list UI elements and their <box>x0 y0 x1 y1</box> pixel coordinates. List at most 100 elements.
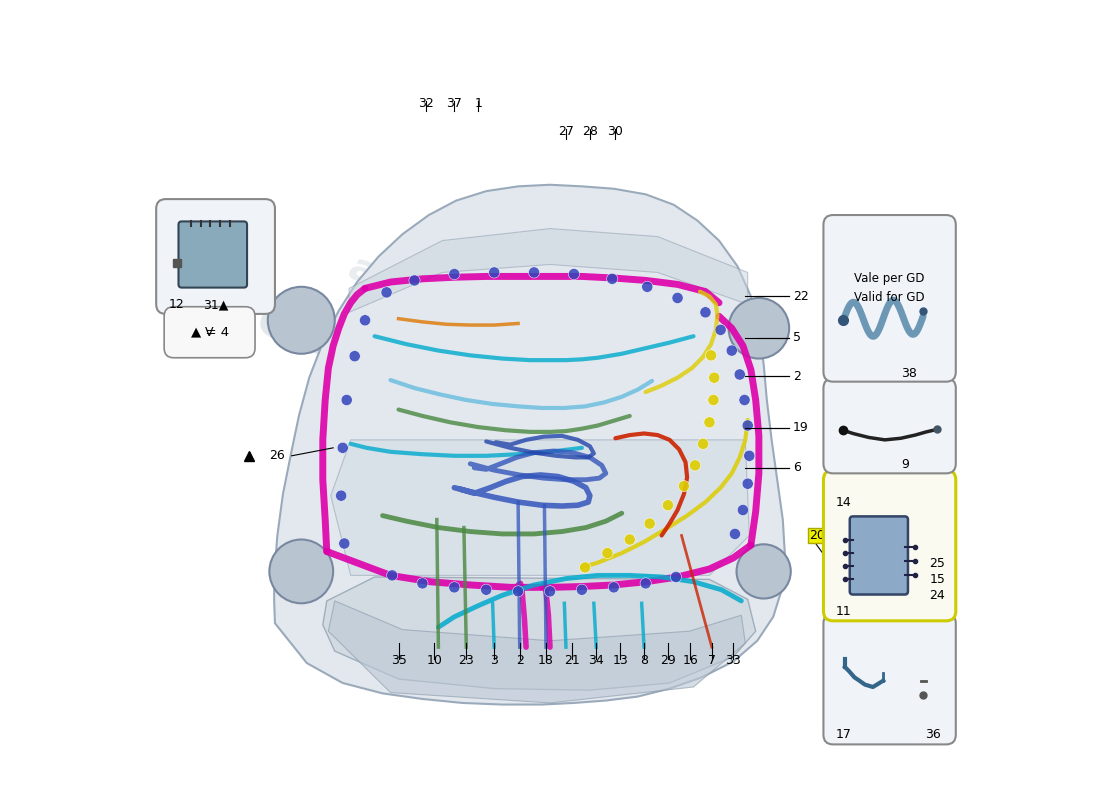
Text: 16: 16 <box>682 654 698 667</box>
Circle shape <box>742 420 754 431</box>
Circle shape <box>734 369 746 380</box>
Text: 27: 27 <box>558 125 574 138</box>
Text: 22: 22 <box>793 290 808 303</box>
Circle shape <box>449 269 460 280</box>
Text: 26: 26 <box>270 450 285 462</box>
Text: 2: 2 <box>516 654 524 667</box>
FancyBboxPatch shape <box>824 470 956 621</box>
Text: 14: 14 <box>835 496 851 509</box>
Circle shape <box>267 286 334 354</box>
Circle shape <box>645 518 656 529</box>
Circle shape <box>349 350 361 362</box>
Circle shape <box>641 282 652 292</box>
Circle shape <box>270 539 333 603</box>
Circle shape <box>341 394 352 406</box>
Circle shape <box>360 314 371 326</box>
Circle shape <box>728 298 789 358</box>
Text: 35: 35 <box>390 654 407 667</box>
Circle shape <box>624 534 636 545</box>
Text: 1: 1 <box>474 97 482 110</box>
Text: 20: 20 <box>810 529 825 542</box>
Circle shape <box>481 584 492 595</box>
Circle shape <box>576 584 587 595</box>
FancyBboxPatch shape <box>164 306 255 358</box>
Text: 25: 25 <box>930 557 945 570</box>
FancyBboxPatch shape <box>891 670 938 725</box>
Circle shape <box>700 306 711 318</box>
Circle shape <box>690 460 701 471</box>
Text: 2: 2 <box>793 370 801 382</box>
Circle shape <box>708 372 719 383</box>
Circle shape <box>726 345 737 356</box>
Text: 12: 12 <box>169 298 185 311</box>
Circle shape <box>708 394 719 406</box>
Circle shape <box>697 438 708 450</box>
Circle shape <box>670 571 682 582</box>
Text: 3: 3 <box>491 654 498 667</box>
Text: 18: 18 <box>538 654 554 667</box>
Polygon shape <box>322 577 756 690</box>
Text: apply.com: apply.com <box>343 249 565 360</box>
FancyBboxPatch shape <box>850 516 908 594</box>
FancyBboxPatch shape <box>824 215 956 382</box>
Circle shape <box>705 350 716 361</box>
Text: 38: 38 <box>901 366 916 379</box>
Circle shape <box>409 275 420 286</box>
Text: 32: 32 <box>419 97 435 110</box>
Text: 7: 7 <box>707 654 716 667</box>
Text: 5: 5 <box>793 331 801 344</box>
Circle shape <box>602 547 613 558</box>
Circle shape <box>704 417 715 428</box>
Text: 11: 11 <box>835 605 851 618</box>
Text: Vale per GD
Valid for GD: Vale per GD Valid for GD <box>855 273 925 305</box>
Circle shape <box>608 582 619 593</box>
Circle shape <box>544 586 556 597</box>
Text: 15: 15 <box>930 573 945 586</box>
Circle shape <box>737 544 791 598</box>
Circle shape <box>569 269 580 280</box>
Text: 28: 28 <box>582 125 597 138</box>
Circle shape <box>729 528 740 539</box>
Circle shape <box>580 562 591 573</box>
FancyBboxPatch shape <box>178 222 248 287</box>
Text: 29: 29 <box>660 654 675 667</box>
Circle shape <box>742 478 754 490</box>
Circle shape <box>337 442 349 454</box>
Text: 34: 34 <box>588 654 604 667</box>
Text: 33: 33 <box>726 654 741 667</box>
Text: 8: 8 <box>640 654 648 667</box>
Circle shape <box>386 570 398 581</box>
Circle shape <box>672 292 683 303</box>
Text: eeuroparts: eeuroparts <box>249 282 660 486</box>
Circle shape <box>449 582 460 593</box>
Polygon shape <box>349 229 748 312</box>
Text: 19: 19 <box>793 422 808 434</box>
Circle shape <box>640 578 651 589</box>
Text: ▲ = 4: ▲ = 4 <box>190 326 229 338</box>
Circle shape <box>679 481 690 492</box>
Circle shape <box>417 578 428 589</box>
Text: 37: 37 <box>447 97 462 110</box>
FancyBboxPatch shape <box>824 378 956 474</box>
Text: 31▲: 31▲ <box>204 298 229 311</box>
Circle shape <box>737 505 748 515</box>
Text: 24: 24 <box>930 589 945 602</box>
Text: 9: 9 <box>901 458 909 471</box>
Polygon shape <box>331 440 749 575</box>
Text: 23: 23 <box>459 654 474 667</box>
Text: 13: 13 <box>613 654 628 667</box>
Circle shape <box>715 324 726 335</box>
Text: V: V <box>206 326 213 338</box>
Text: 6: 6 <box>793 462 801 474</box>
Text: 21: 21 <box>564 654 580 667</box>
Circle shape <box>744 450 755 462</box>
Circle shape <box>339 538 350 549</box>
Polygon shape <box>274 185 785 705</box>
Circle shape <box>336 490 346 502</box>
Polygon shape <box>329 601 746 703</box>
Text: 10: 10 <box>427 654 442 667</box>
Circle shape <box>513 586 524 597</box>
FancyBboxPatch shape <box>824 614 956 744</box>
Circle shape <box>381 286 393 298</box>
Circle shape <box>662 500 673 511</box>
